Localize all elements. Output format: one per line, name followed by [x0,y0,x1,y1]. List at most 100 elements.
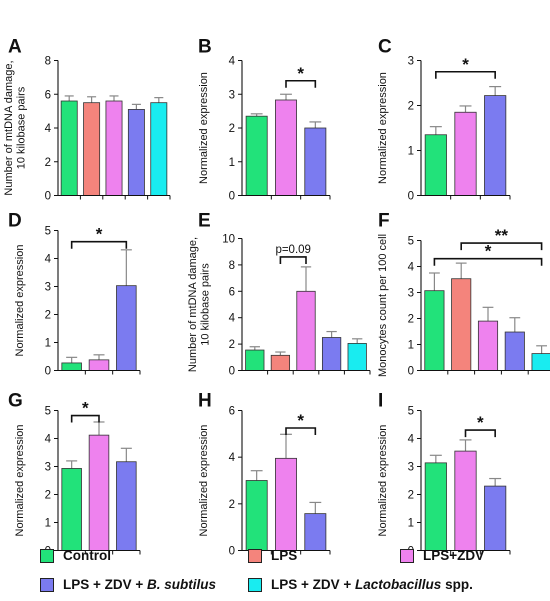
y-tick-label-i-2: 2 [408,490,414,502]
y-tick-label-h-6: 6 [229,406,235,418]
significance-bracket-b-0 [285,79,317,88]
bar-a-lacto [150,102,168,196]
y-tick-label-b-2: 2 [229,123,235,135]
y-tick-label-e-6: 6 [229,286,235,298]
y-tick-label-a-8: 8 [45,56,51,68]
y-axis-label-d-0: Normalized expression [14,245,26,357]
bar-i-lps_zdv [454,450,477,551]
panel-f: F 0 1 2 3 4 5 Monocytes count per 100 cell *** [377,211,550,378]
significance-label-f-0: ** [495,226,509,245]
y-tick-label-d-2: 2 [45,310,51,322]
legend-swatch-lps [248,548,262,563]
y-tick-label-a-0: 0 [45,191,51,203]
legend-label-lactobacillus-name: Lactobacillus [355,577,442,592]
bar-e-lps_zdv [296,290,316,371]
y-tick-label-f-3: 3 [408,288,414,300]
bar-a-control [60,100,78,196]
panel-g: G012345Normalized expression* [8,391,141,558]
y-tick-label-f-0: 0 [408,366,414,378]
y-tick-label-b-0: 0 [229,191,235,203]
bar-g-control [61,468,82,551]
bar-f-lacto [531,353,550,371]
panel-h: H 0 2 4 6 Normalized expression * [198,391,331,558]
y-tick-label-d-3: 3 [45,282,51,294]
legend: Control LPS LPS+ZDV LPS + ZDV + B. subti… [0,540,550,601]
y-tick-label-e-2: 2 [229,339,235,351]
legend-label-lactobacillus-prefix: LPS + ZDV + [271,577,356,592]
y-tick-label-b-3: 3 [229,89,235,101]
y-tick-label-a-4: 4 [45,123,52,135]
legend-item-bsubtilus: LPS + ZDV + B. subtilus [40,577,216,592]
legend-item-lps: LPS [248,548,297,563]
y-tick-label-h-4: 4 [229,452,236,464]
bar-a-lps_zdv [105,100,123,196]
legend-label-control: Control [63,548,111,563]
y-tick-label-e-10: 10 [222,234,235,246]
y-tick-label-i-4: 4 [408,434,415,446]
y-tick-label-g-1: 1 [45,518,51,530]
bar-e-lps [270,354,291,371]
bar-d-bsub [116,285,137,371]
bar-b-bsub [304,127,327,196]
legend-swatch-control [40,548,54,563]
bar-e-lacto [347,343,367,371]
y-tick-label-g-2: 2 [45,490,51,502]
panel-letter-c: C [378,37,392,58]
y-tick-label-i-1: 1 [408,518,414,530]
panel-e: E 0 2 4 6 8 10 Number of mtDNA damage, 10 kiloba… [187,211,371,378]
panel-letter-g: G [8,391,23,412]
legend-swatch-bsubtilus [40,577,54,592]
y-tick-label-c-3: 3 [408,56,414,68]
y-tick-label-g-3: 3 [45,462,51,474]
significance-label-c-0: * [462,55,469,74]
significance-bracket-d-0 [70,240,128,249]
legend-swatch-lps-zdv [400,548,414,563]
y-tick-label-f-2: 2 [408,314,414,326]
y-tick-label-f-5: 5 [408,236,414,248]
significance-label-e-0: p=0.09 [275,244,311,256]
y-axis-label-e-0: Number of mtDNA damage, [187,237,199,372]
y-tick-label-a-2: 2 [45,157,51,169]
significance-label-d-0: * [96,225,103,244]
y-tick-label-i-5: 5 [408,406,414,418]
bar-c-control [424,134,447,196]
y-tick-label-d-0: 0 [45,366,51,378]
significance-bracket-e-0 [279,256,307,264]
panel-a: A 0 2 4 6 8 Number of mtDNA damage, 10 kilobase… [3,37,171,203]
panel-b: B 0 1 2 3 4 Normalized expression * [198,37,331,203]
panel-letter-e: E [198,211,211,232]
y-tick-label-g-5: 5 [45,406,51,418]
legend-item-lps-zdv: LPS+ZDV [400,548,484,563]
significance-label-b-0: * [297,64,304,83]
bar-d-control [61,362,82,371]
significance-label-h-0: * [297,411,304,430]
bar-a-bsub [127,109,145,196]
y-tick-label-a-6: 6 [45,89,51,101]
y-tick-label-d-1: 1 [45,338,51,350]
y-axis-label-b-0: Normalized expression [198,72,210,184]
legend-label-lps: LPS [271,548,298,563]
y-axis-label-f-0: Monocytes count per 100 cell [377,234,389,377]
bar-d-lps_zdv [88,359,110,371]
bar-e-bsub [321,337,342,371]
significance-label-g-0: * [82,399,89,418]
panel-letter-d: D [8,211,22,232]
y-tick-label-c-0: 0 [408,191,414,203]
bar-g-bsub [116,461,137,551]
y-tick-label-b-4: 4 [229,56,236,68]
y-tick-label-h-0: 0 [229,546,235,558]
y-tick-label-e-8: 8 [229,260,235,272]
bar-b-control [245,115,268,196]
bar-h-lps_zdv [275,457,297,551]
bar-f-bsub [504,331,525,371]
bar-b-lps_zdv [275,99,297,196]
legend-label-bsubtilus-prefix: LPS + ZDV + [63,577,148,592]
bar-c-bsub [484,95,507,196]
bar-i-control [424,462,447,551]
y-tick-label-d-4: 4 [45,254,52,266]
panel-letter-a: A [8,37,22,58]
bar-e-control [245,349,265,371]
y-axis-label-a-0: Number of mtDNA damage, [3,60,15,195]
panel-c: C 0 1 2 3 Normalized expression * [377,37,511,203]
